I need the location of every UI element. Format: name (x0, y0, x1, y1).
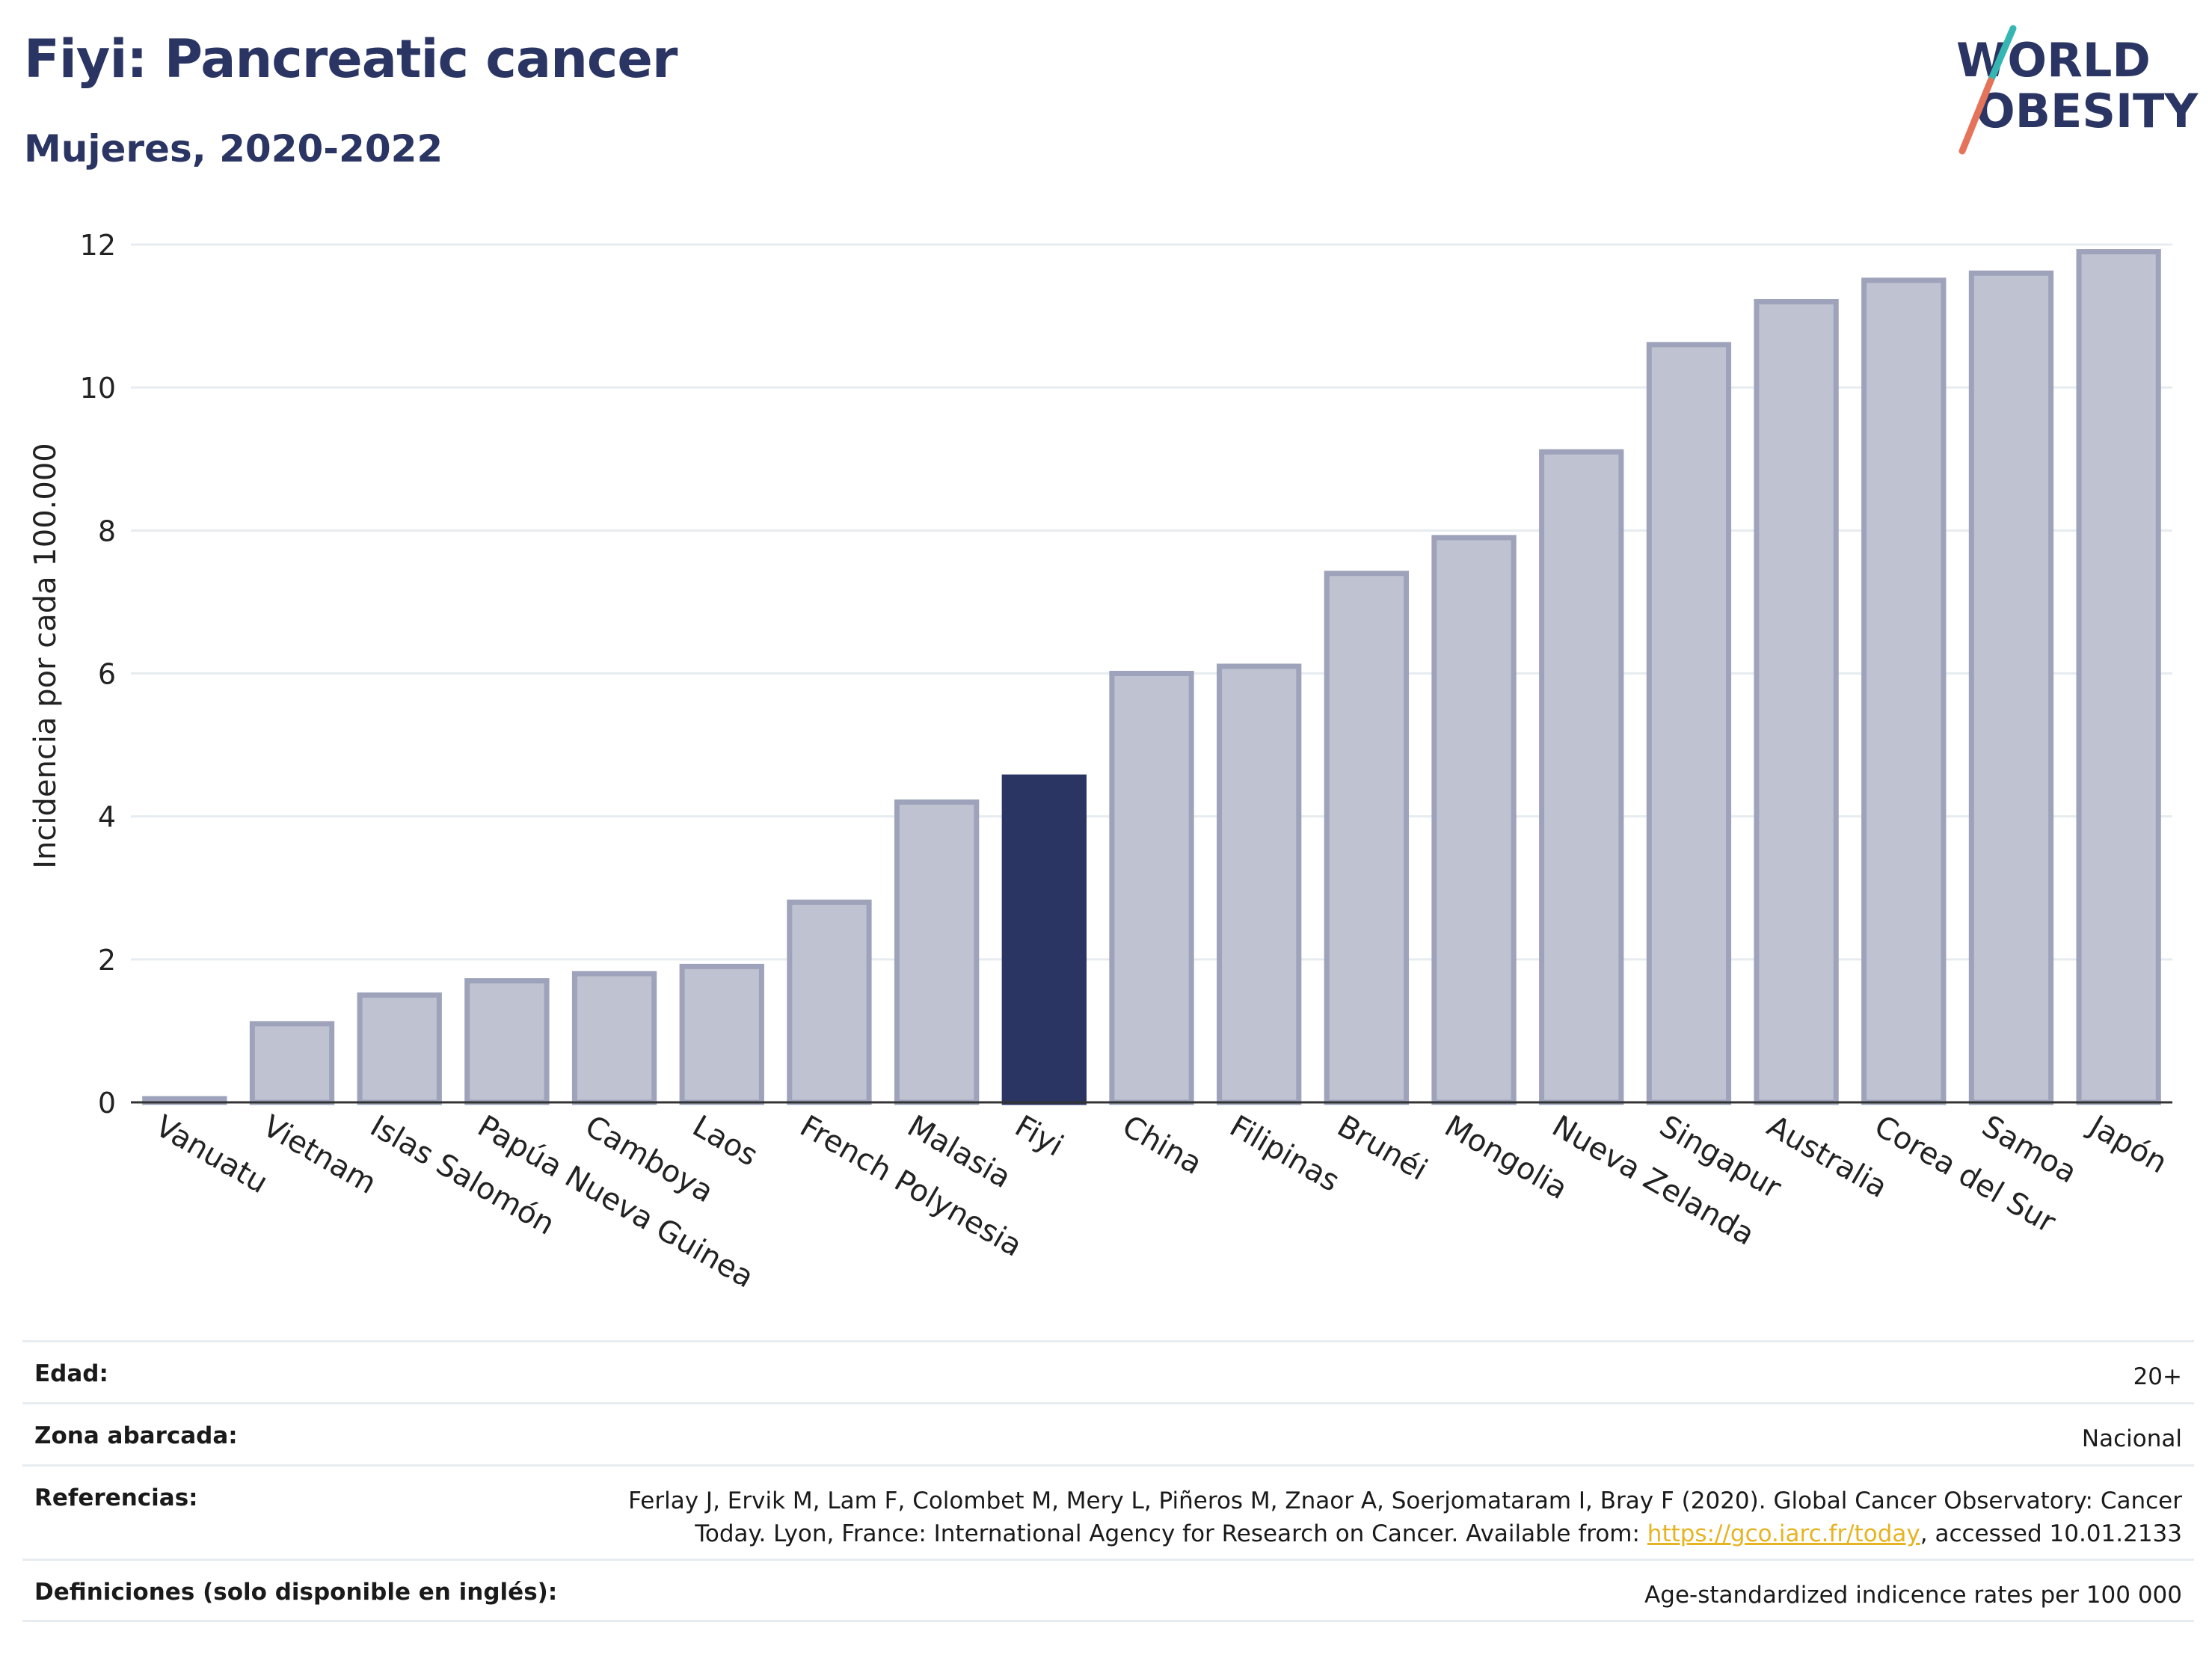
reference-line-1: Ferlay J, Ervik M, Lam F, Colombet M, Me… (628, 1487, 2182, 1514)
bar-papúa-nueva-guinea (464, 978, 550, 1105)
bar-japón (2076, 249, 2161, 1105)
x-tick-label: Corea del Sur (1869, 1109, 2062, 1241)
meta-row-definiciones: Definiciones (solo disponible en inglés)… (22, 1559, 2194, 1622)
x-tick-label: Vanuatu (150, 1109, 274, 1200)
logo-slash-bottom (1958, 77, 1994, 155)
bar-corea-del-sur (1861, 277, 1947, 1105)
x-tick-label: Fiyi (1009, 1109, 1069, 1164)
x-tick-label: Mongolia (1439, 1109, 1573, 1206)
bar-singapur (1646, 342, 1732, 1105)
bars (142, 249, 2161, 1105)
y-axis-label: Incidencia por cada 100.000 (28, 443, 63, 869)
meta-row-edad: Edad: 20+ (22, 1340, 2194, 1402)
meta-label-zona: Zona abarcada: (34, 1422, 238, 1449)
bar-mongolia (1431, 535, 1517, 1105)
x-tick-label: Japón (2082, 1108, 2173, 1180)
bar-camboya (571, 971, 657, 1105)
world-obesity-logo: WORLD OBESITY (1956, 25, 2199, 155)
bar-brunéi (1324, 571, 1410, 1105)
bar-fiyi (1001, 774, 1087, 1105)
y-tick-label: 10 (80, 372, 116, 405)
logo-text-obesity: OBESITY (1976, 84, 2199, 138)
bar-australia (1754, 298, 1839, 1105)
meta-value-zona: Nacional (2081, 1425, 2182, 1452)
x-tick-label: Laos (686, 1109, 764, 1173)
bar-vietnam (249, 1021, 335, 1105)
logo-slash-top (1987, 25, 2017, 85)
reference-link[interactable]: https://gco.iarc.fr/today (1647, 1520, 1920, 1547)
metadata-table: Edad: 20+ Zona abarcada: Nacional Refere… (22, 1340, 2194, 1622)
y-tick-labels: 0 2 4 6 8 10 12 (80, 229, 116, 1120)
bar-islas-salomón (357, 992, 442, 1105)
y-tick-label: 4 (98, 801, 116, 834)
meta-value-referencias: Ferlay J, Ervik M, Lam F, Colombet M, Me… (628, 1484, 2182, 1550)
meta-value-definiciones: Age-standardized indicence rates per 100… (1644, 1582, 2182, 1609)
bar-malasia (894, 799, 980, 1105)
bar-samoa (1968, 270, 2054, 1105)
y-tick-label: 12 (80, 229, 116, 262)
y-tick-label: 0 (98, 1087, 116, 1120)
meta-label-definiciones: Definiciones (solo disponible en inglés)… (34, 1579, 558, 1606)
x-tick-label: Brunéi (1331, 1109, 1433, 1188)
y-tick-label: 8 (98, 515, 116, 547)
reference-line-2-start: Today. Lyon, France: International Agenc… (695, 1520, 1647, 1547)
x-tick-label: China (1116, 1109, 1208, 1182)
reference-line-2-end: , accessed 10.01.2133 (1920, 1520, 2182, 1547)
x-tick-label: Filipinas (1224, 1109, 1345, 1199)
meta-row-referencias: Referencias: Ferlay J, Ervik M, Lam F, C… (22, 1464, 2194, 1559)
bar-laos (679, 963, 764, 1105)
bar-china (1109, 671, 1194, 1105)
x-tick-label: Islas Salomón (364, 1109, 560, 1242)
bar-filipinas (1217, 663, 1302, 1105)
meta-row-zona: Zona abarcada: Nacional (22, 1402, 2194, 1464)
bar-nueva-zelanda (1539, 449, 1624, 1105)
chart-subtitle: Mujeres, 2020-2022 (24, 127, 443, 171)
meta-label-edad: Edad: (34, 1360, 108, 1387)
bar-french-polynesia (787, 899, 872, 1105)
chart-title: Fiyi: Pancreatic cancer (24, 28, 678, 90)
meta-value-edad: 20+ (2133, 1363, 2182, 1390)
y-tick-label: 2 (98, 944, 116, 977)
x-tick-label: Vietnam (257, 1109, 382, 1201)
y-tick-label: 6 (98, 658, 116, 691)
meta-label-referencias: Referencias: (34, 1484, 198, 1511)
x-tick-label: Australia (1761, 1109, 1893, 1205)
